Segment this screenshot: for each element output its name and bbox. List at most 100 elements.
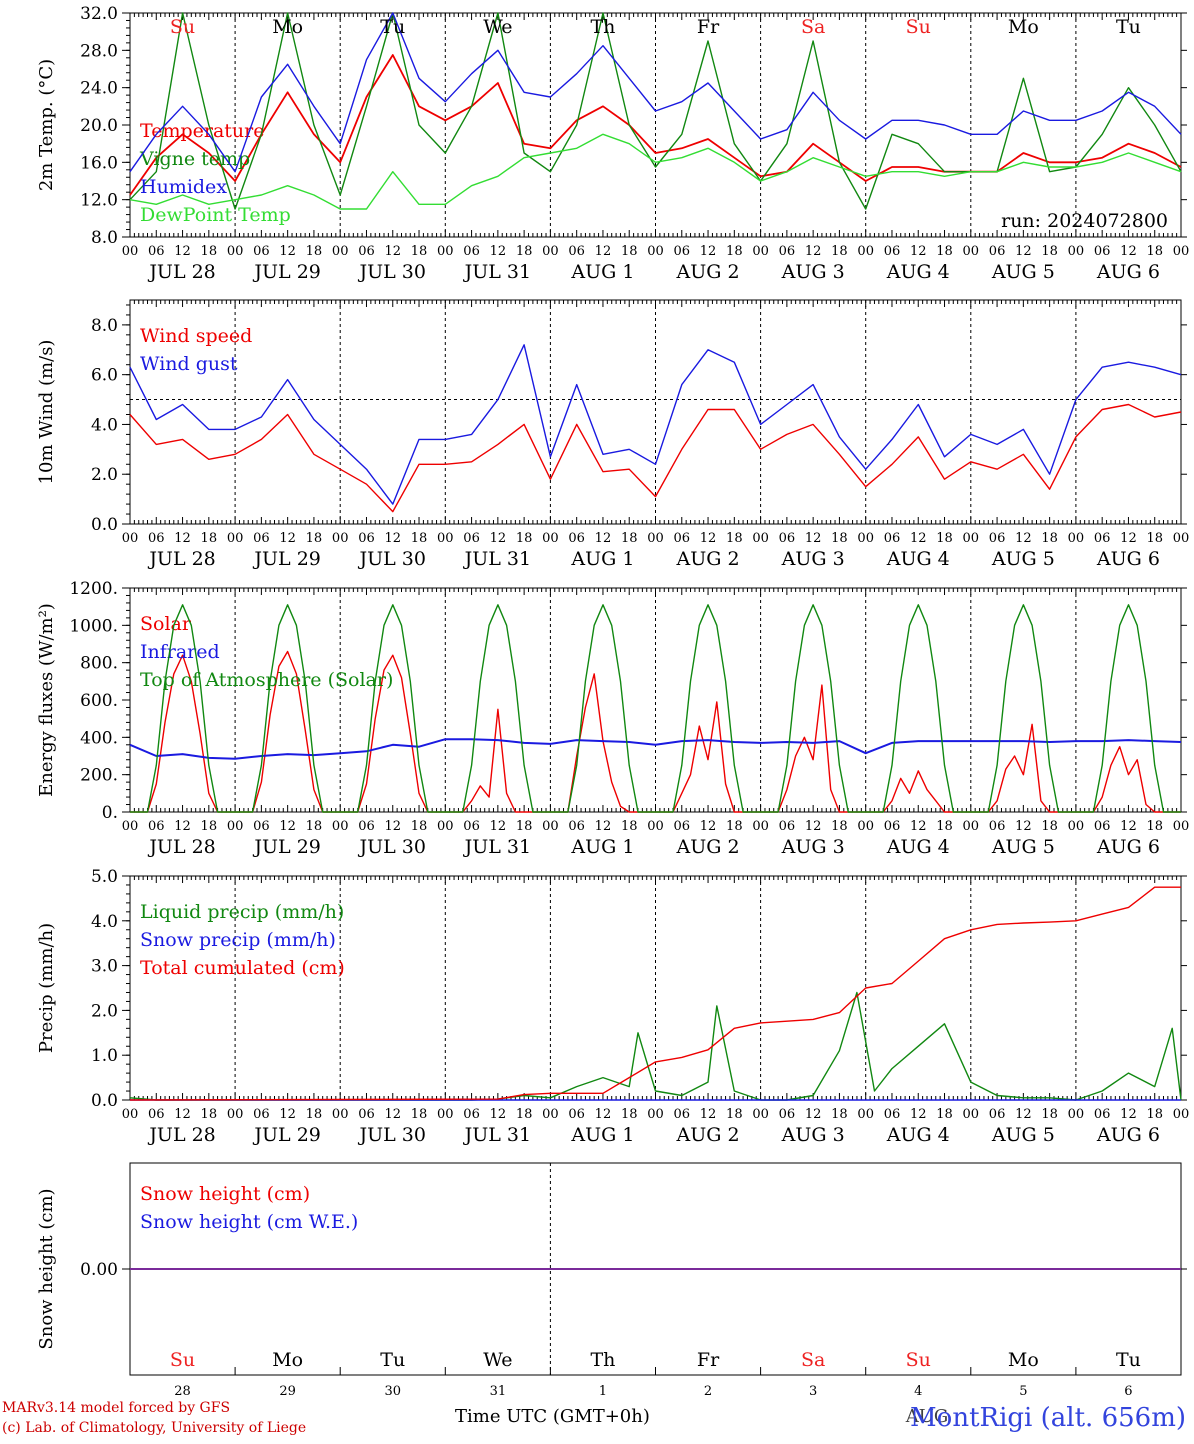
x-hour-tick-label: 06 — [148, 244, 165, 259]
y-axis-label: Energy fluxes (W/m²) — [36, 603, 57, 797]
x-hour-tick-label: 18 — [621, 244, 638, 259]
x-hour-tick-label: 00 — [437, 531, 454, 546]
x-hour-tick-label: 18 — [936, 244, 953, 259]
x-hour-tick-label: 00 — [227, 1107, 244, 1122]
x-hour-tick-label: 12 — [1120, 531, 1137, 546]
y-tick-label: 4.0 — [91, 415, 118, 435]
x-hour-tick-label: 06 — [358, 244, 375, 259]
series-line — [129, 54, 1182, 196]
x-hour-tick-label: 00 — [963, 1107, 980, 1122]
x-date-label: AUG 1 — [570, 1124, 634, 1146]
x-hour-tick-label: 06 — [358, 819, 375, 834]
x-hour-tick-label: 18 — [201, 244, 218, 259]
x-date-label: AUG 3 — [781, 836, 845, 858]
x-hour-tick-label: 18 — [1146, 819, 1163, 834]
x-hour-tick-label: 00 — [752, 819, 769, 834]
x-hour-tick-label: 00 — [752, 244, 769, 259]
x-month-label: AUG — [905, 1406, 949, 1427]
y-tick-label: 1.0 — [91, 1046, 118, 1066]
y-tick-label: 24.0 — [80, 79, 118, 99]
x-hour-tick-label: 18 — [306, 531, 323, 546]
x-hour-tick-label: 00 — [857, 1107, 874, 1122]
x-date-label: JUL 30 — [358, 548, 426, 570]
y-tick-label: 800. — [80, 654, 118, 674]
legend-entry: Wind gust — [140, 353, 238, 375]
x-hour-tick-label: 18 — [831, 1107, 848, 1122]
y-axis-label: Precip (mm/h) — [36, 923, 57, 1053]
x-hour-tick-label: 12 — [595, 244, 612, 259]
x-hour-tick-label: 00 — [647, 1107, 664, 1122]
x-hour-tick-label: 06 — [463, 531, 480, 546]
chart-panel-5: Su 28 Mo 29 Tu 30 We 31 Th 1 Fr 2 Sa 3 Su 4 Mo 5 Tu 6 AUG 0.0… — [36, 1162, 1187, 1427]
x-hour-tick-label: 00 — [647, 819, 664, 834]
x-hour-tick-label: 00 — [1068, 244, 1085, 259]
x-hour-tick-label: 00 — [227, 531, 244, 546]
x-hour-tick-label: 06 — [884, 1107, 901, 1122]
x-hour-tick-label: 18 — [411, 531, 428, 546]
x-hour-tick-label: 00 — [1068, 1107, 1085, 1122]
x-date-label: AUG 3 — [781, 261, 845, 283]
y-tick-label: 20.0 — [80, 116, 118, 136]
y-tick-label: 2.0 — [91, 465, 118, 485]
x-hour-tick-label: 18 — [1146, 531, 1163, 546]
x-date-label: JUL 28 — [147, 261, 215, 283]
x-hour-tick-label: 00 — [1173, 244, 1190, 259]
x-hour-tick-label: 06 — [253, 819, 270, 834]
x-hour-tick-label: 18 — [1041, 1107, 1058, 1122]
x-hour-tick-label: 18 — [1146, 1107, 1163, 1122]
x-date-label: AUG 6 — [1096, 261, 1160, 283]
x-date-label: AUG 5 — [991, 1124, 1055, 1146]
x-date-label: AUG 5 — [991, 836, 1055, 858]
x-hour-tick-label: 00 — [437, 244, 454, 259]
x-daynumber-label: 5 — [1019, 1384, 1027, 1399]
x-hour-tick-label: 12 — [910, 244, 927, 259]
x-hour-tick-label: 12 — [279, 244, 296, 259]
x-hour-tick-label: 18 — [726, 531, 743, 546]
x-daynumber-label: 3 — [809, 1384, 817, 1399]
x-date-label: AUG 3 — [781, 1124, 845, 1146]
x-hour-tick-label: 12 — [700, 531, 717, 546]
x-daynumber-label: 29 — [279, 1384, 296, 1399]
series-line — [129, 12, 1182, 210]
x-hour-tick-label: 12 — [595, 1107, 612, 1122]
x-date-label: AUG 6 — [1096, 836, 1160, 858]
y-tick-label: 0.0 — [91, 515, 118, 535]
x-hour-tick-label: 00 — [647, 531, 664, 546]
x-date-label: JUL 30 — [358, 261, 426, 283]
x-date-label: AUG 1 — [570, 261, 634, 283]
y-tick-label: 28.0 — [80, 41, 118, 61]
x-hour-tick-label: 12 — [1120, 1107, 1137, 1122]
legend-entry: Top of Atmosphere (Solar) — [140, 669, 393, 691]
x-daynumber-label: 4 — [914, 1384, 922, 1399]
series-line — [129, 886, 1181, 1101]
y-tick-label: 12.0 — [80, 191, 118, 211]
y-axis-label: 10m Wind (m/s) — [36, 340, 57, 485]
x-hour-tick-label: 18 — [306, 244, 323, 259]
x-hour-tick-label: 12 — [700, 819, 717, 834]
x-hour-tick-label: 18 — [516, 819, 533, 834]
x-hour-tick-label: 12 — [910, 531, 927, 546]
x-date-label: JUL 29 — [252, 1124, 320, 1146]
x-hour-tick-label: 06 — [1094, 531, 1111, 546]
model-credit: MARv3.14 model forced by GFS — [2, 1400, 231, 1416]
x-hour-tick-label: 06 — [463, 1107, 480, 1122]
x-weekday-label: Th — [590, 1349, 615, 1371]
x-hour-tick-label: 06 — [779, 531, 796, 546]
x-hour-tick-label: 06 — [989, 244, 1006, 259]
x-hour-tick-label: 00 — [332, 1107, 349, 1122]
x-hour-tick-label: 00 — [122, 244, 139, 259]
station-label: MontRigi (alt. 656m) — [910, 1403, 1186, 1433]
x-hour-tick-label: 06 — [253, 1107, 270, 1122]
x-date-label: JUL 29 — [252, 548, 320, 570]
x-hour-tick-label: 06 — [779, 819, 796, 834]
chart-panel-4: 00 06 12 18 00 06 12 18 00 06 12 18 00 06 12 18 00 06 12 18… — [36, 867, 1189, 1146]
x-date-label: AUG 6 — [1096, 1124, 1160, 1146]
x-hour-tick-label: 18 — [1041, 819, 1058, 834]
x-hour-tick-label: 00 — [857, 531, 874, 546]
series-line — [129, 12, 1182, 173]
y-axis-label: 2m Temp. (°C) — [36, 59, 57, 191]
x-hour-tick-label: 12 — [805, 244, 822, 259]
weekday-label: Su — [170, 16, 195, 38]
x-daynumber-label: 6 — [1124, 1384, 1132, 1399]
